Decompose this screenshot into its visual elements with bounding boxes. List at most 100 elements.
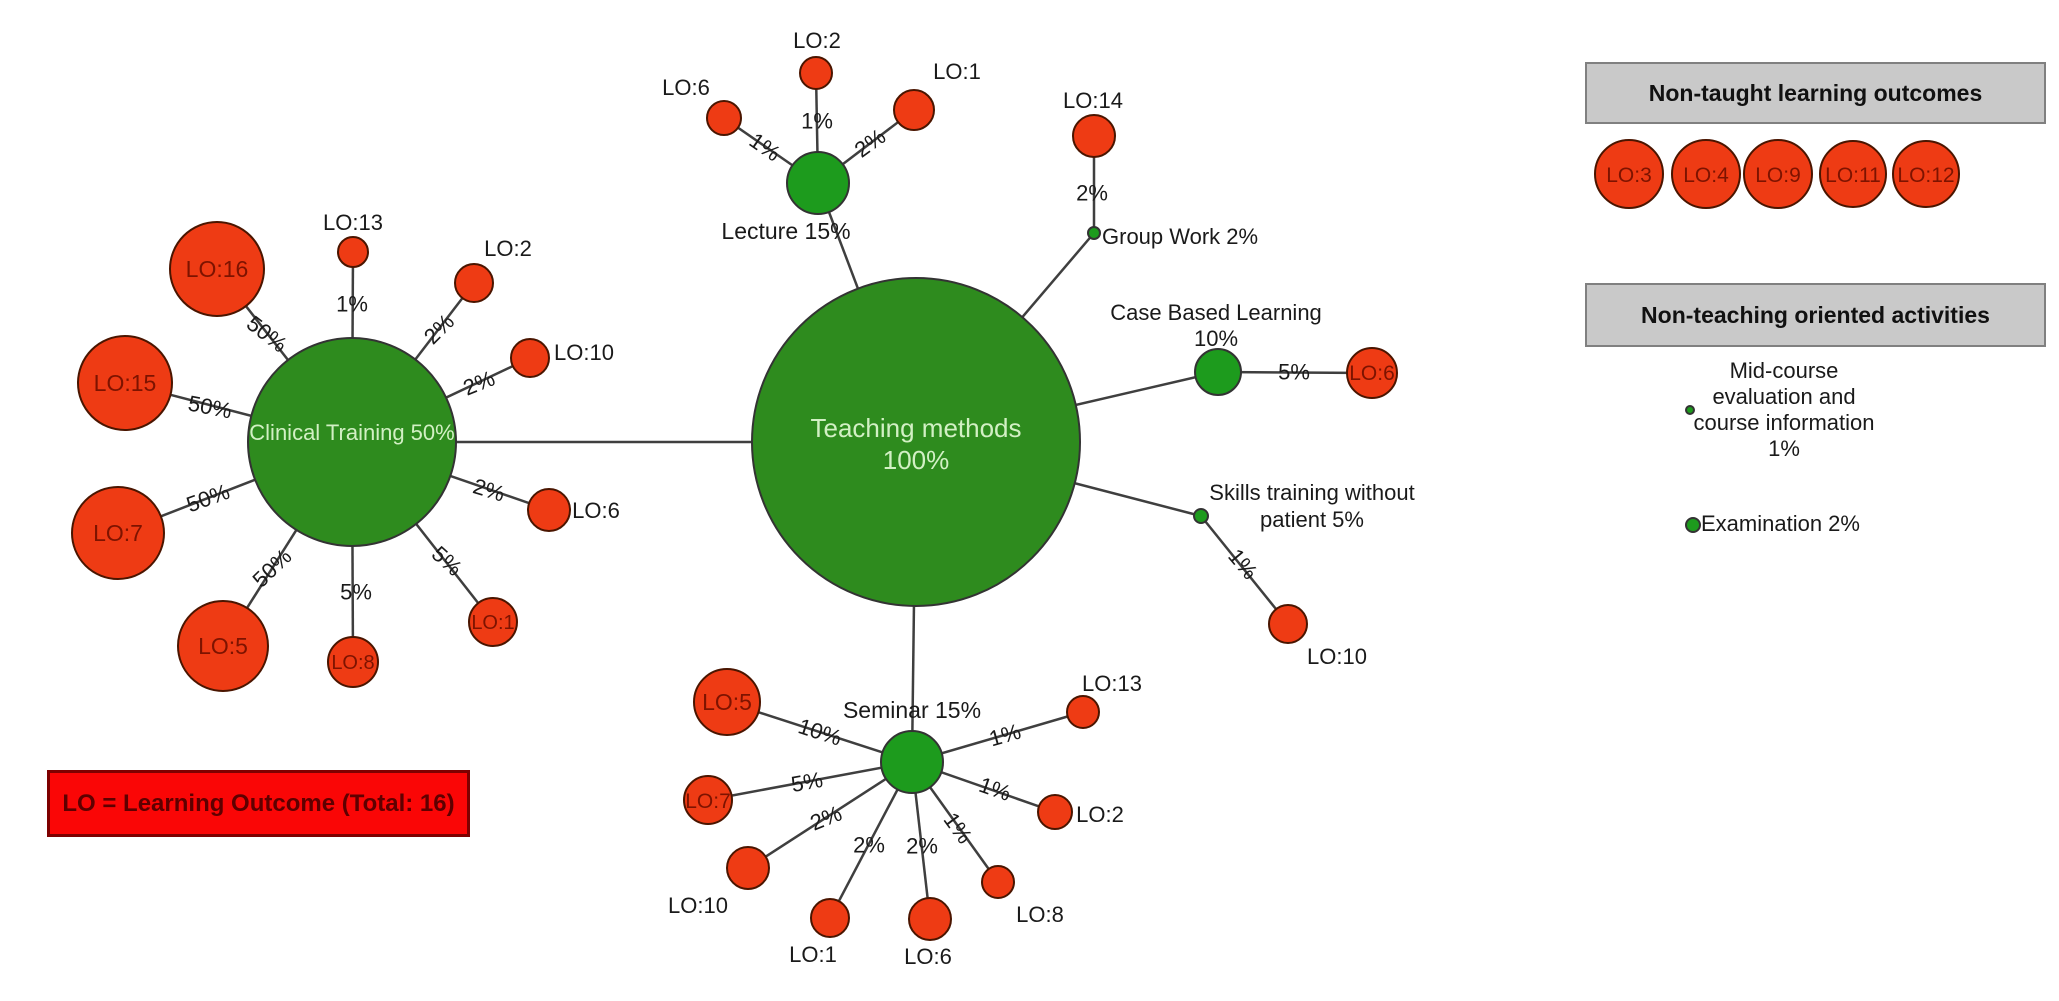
label-lo16-clinical: LO:16 [186, 256, 249, 282]
node-lo7-clinical [71, 486, 165, 580]
node-lo2-lecture [799, 56, 833, 90]
node-lo6-seminar [908, 897, 952, 941]
label-lo1-clinical: LO:1 [471, 612, 514, 634]
edge-label-seminar-m-lo13: 1% [986, 719, 1023, 752]
node-group-work-dot [1087, 226, 1101, 240]
label-lo6-lecture: LO:6 [662, 75, 710, 100]
label-lo2-clinical: LO:2 [484, 236, 532, 261]
legend-text: LO = Learning Outcome (Total: 16) [62, 789, 455, 817]
edge-label-clinical-c-lo2: 2% [419, 309, 459, 349]
node-lo1-clinical [468, 597, 518, 647]
label-case-based-learning-hub-1: Case Based Learning [1110, 300, 1322, 325]
label-lo8-clinical: LO:8 [331, 652, 374, 674]
label-lecture-hub: Lecture 15% [721, 218, 850, 244]
node-lo14-groupwork [1072, 114, 1116, 158]
edge-skills-s-lo10 [1200, 515, 1289, 625]
node-clinical-training-hub [247, 337, 457, 547]
edge-label-seminar-m-lo8: 1% [939, 808, 978, 848]
node-lo15-clinical [77, 335, 173, 431]
midcourse-line-4: 1% [1768, 436, 1800, 461]
node-lo10-seminar [726, 846, 770, 890]
node-lo13-seminar [1066, 695, 1100, 729]
node-skills-training-dot [1193, 508, 1209, 524]
label-skills-training-dot-1: Skills training without [1209, 480, 1414, 505]
node-teaching-methods-hub [751, 277, 1081, 607]
node-lo9-non-taught [1743, 139, 1813, 209]
edge-seminar-m-lo7 [707, 760, 913, 802]
node-midcourse-evaluation-dot [1685, 405, 1695, 415]
edge-label-seminar-m-lo1: 2% [853, 833, 885, 858]
label-lo12-non-taught: LO:12 [1897, 164, 1954, 187]
node-lo13-clinical [337, 236, 369, 268]
label-lo15-clinical: LO:15 [94, 370, 157, 396]
label-lo2-lecture: LO:2 [793, 28, 841, 53]
label-lo10-seminar: LO:10 [668, 893, 728, 918]
edge-label-seminar-m-lo2: 1% [976, 772, 1014, 806]
edge-label-seminar-m-lo5: 10% [795, 713, 845, 750]
label-lo10-skills: LO:10 [1307, 644, 1367, 669]
node-lo3-non-taught [1594, 139, 1664, 209]
label-lo9-non-taught: LO:9 [1755, 164, 1801, 187]
node-case-based-learning-hub [1194, 348, 1242, 396]
node-lo7-seminar [683, 775, 733, 825]
label-lo14-groupwork: LO:14 [1063, 88, 1123, 113]
node-lo6-clinical [527, 488, 571, 532]
edge-label-clinical-c-lo5: 50% [247, 544, 296, 593]
edge-label-casebased-b-lo6: 5% [1278, 360, 1310, 385]
label-seminar-hub: Seminar 15% [843, 697, 981, 723]
label-lo10-clinical: LO:10 [554, 340, 614, 365]
node-lo8-clinical [327, 636, 379, 688]
label-lo6-casebased: LO:6 [1349, 362, 1395, 385]
node-lo8-seminar [981, 865, 1015, 899]
label-lo2-seminar: LO:2 [1076, 802, 1124, 827]
node-seminar-hub [880, 730, 944, 794]
node-lo2-seminar [1037, 794, 1073, 830]
label-lo1-seminar: LO:1 [789, 942, 837, 967]
edge-label-seminar-m-lo7: 5% [789, 767, 825, 797]
label-group-work-dot: Group Work 2% [1102, 224, 1258, 249]
label-lo4-non-taught: LO:4 [1683, 164, 1729, 187]
midcourse-line-2: evaluation and [1712, 384, 1856, 409]
edge-label-clinical-c-lo6: 2% [470, 473, 508, 506]
label-teaching-methods-hub-2: 100% [883, 445, 950, 475]
edge-label-lecture-l-lo1: 2% [850, 124, 890, 163]
edge-label-clinical-c-lo10: 2% [460, 365, 499, 400]
non-teaching-activities-title: Non-teaching oriented activities [1641, 301, 1990, 328]
edge-label-clinical-c-lo15: 50% [186, 391, 234, 424]
label-skills-training-dot-2: patient 5% [1260, 507, 1364, 532]
node-lo11-non-taught [1819, 140, 1887, 208]
edge-label-clinical-c-lo7: 50% [183, 479, 233, 518]
node-examination-dot [1685, 517, 1701, 533]
node-lo1-lecture [893, 89, 935, 131]
node-lo5-clinical [177, 600, 269, 692]
edge-label-lecture-l-lo2: 1% [801, 109, 833, 134]
node-lecture-hub [786, 151, 850, 215]
midcourse-evaluation-label: Mid-course evaluation and course informa… [1660, 358, 1908, 462]
node-lo16-clinical [169, 221, 265, 317]
label-lo5-clinical: LO:5 [198, 633, 248, 659]
label-lo11-non-taught: LO:11 [1825, 164, 1881, 187]
node-lo4-non-taught [1671, 139, 1741, 209]
node-lo12-non-taught [1892, 140, 1960, 208]
node-lo2-clinical [454, 263, 494, 303]
midcourse-line-1: Mid-course [1729, 358, 1839, 383]
node-lo10-clinical [510, 338, 550, 378]
node-lo6-casebased [1346, 347, 1398, 399]
label-lo6-seminar: LO:6 [904, 944, 952, 969]
label-lo1-lecture: LO:1 [933, 59, 981, 84]
edge-label-lecture-l-lo6: 1% [745, 128, 785, 167]
label-lo7-seminar: LO:7 [685, 790, 731, 813]
label-lo13-seminar: LO:13 [1082, 671, 1142, 696]
edge-label-clinical-c-lo13: 1% [336, 292, 368, 317]
edge-seminar-m-lo10 [747, 760, 913, 870]
node-lo1-seminar [810, 898, 850, 938]
non-taught-outcomes-title: Non-taught learning outcomes [1648, 79, 1983, 106]
label-lo8-seminar: LO:8 [1016, 902, 1064, 927]
midcourse-line-3: course information [1693, 410, 1875, 435]
non-teaching-activities-header: Non-teaching oriented activities [1585, 283, 2046, 347]
label-clinical-training-hub: Clinical Training 50% [249, 420, 454, 445]
edge-label-clinical-c-lo16: 50% [242, 311, 292, 358]
examination-label: Examination 2% [1701, 511, 1860, 536]
